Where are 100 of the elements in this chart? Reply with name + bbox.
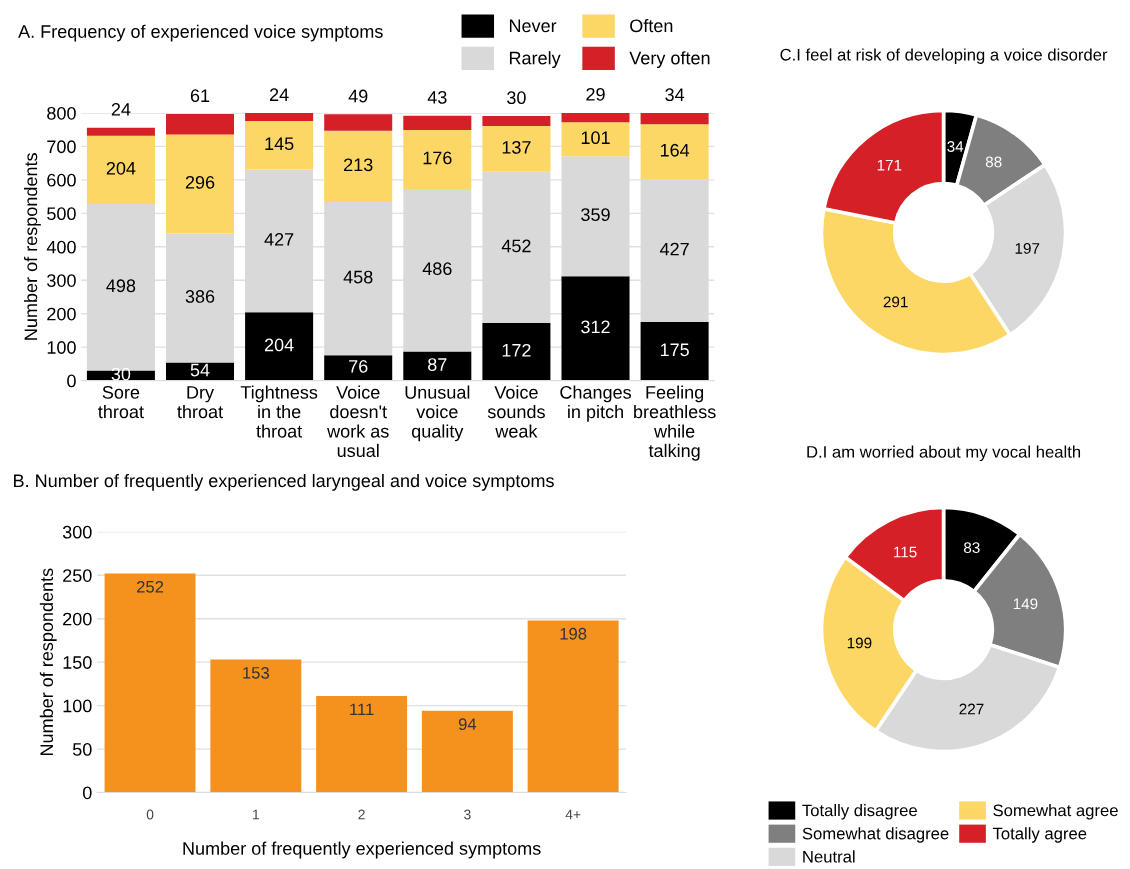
bar — [210, 659, 302, 793]
x-tick-label: Unusual voice quality — [405, 385, 470, 442]
data-label: 172 — [502, 343, 531, 357]
y-tick-label: 50 — [72, 743, 92, 756]
data-label: 164 — [660, 143, 690, 157]
x-tick-label: Sore throat — [98, 385, 144, 419]
data-label: 145 — [265, 137, 294, 151]
bar — [316, 696, 408, 793]
data-label: 427 — [659, 242, 689, 256]
bar — [403, 130, 472, 189]
bar — [640, 322, 709, 381]
data-label: 88 — [985, 156, 1002, 168]
data-label: 175 — [660, 343, 689, 357]
data-label: 486 — [422, 262, 452, 276]
y-tick-label: 300 — [62, 525, 92, 539]
y-tick-label: 100 — [47, 341, 76, 354]
bar — [482, 323, 551, 381]
data-label: 296 — [185, 175, 215, 189]
data-label: 204 — [264, 338, 294, 352]
bar — [86, 135, 155, 204]
legend-label: Rarely — [509, 51, 561, 69]
data-label: 386 — [185, 290, 215, 303]
data-label: 204 — [106, 161, 136, 175]
x-tick-label: 3 — [464, 809, 471, 820]
data-label: 115 — [894, 546, 917, 558]
data-label: 29 — [586, 87, 605, 101]
bar — [245, 112, 314, 121]
y-tick-label: 700 — [47, 140, 76, 154]
bar — [104, 573, 196, 793]
bar — [561, 276, 630, 381]
legend-label: Often — [630, 18, 673, 33]
data-label: 498 — [106, 279, 136, 293]
data-label: 312 — [581, 320, 610, 334]
chart-title: D.I am worried about my vocal health — [807, 445, 1081, 462]
bar — [166, 134, 235, 234]
x-tick-label: Voice sounds weak — [487, 385, 545, 438]
data-label: 87 — [428, 358, 447, 371]
bar — [324, 130, 393, 202]
legend-label: Somewhat agree — [993, 804, 1118, 820]
y-tick-label: 500 — [47, 207, 76, 221]
x-axis-title: Number of frequently experienced symptoms — [183, 841, 541, 859]
legend-label: Somewhat disagree — [802, 827, 949, 843]
data-label: 452 — [501, 239, 531, 253]
y-tick-label: 800 — [47, 106, 76, 120]
x-tick-label: 4+ — [565, 809, 581, 820]
legend-label: Very often — [629, 51, 710, 69]
bar — [86, 127, 155, 136]
y-tick-label: 250 — [63, 569, 92, 582]
bar — [421, 710, 513, 793]
x-tick-label: 0 — [146, 809, 154, 820]
x-tick-label: Changes in pitch — [560, 385, 631, 422]
x-tick-label: Voice doesn't work as usual — [327, 385, 389, 458]
legend-label: Totally disagree — [802, 804, 917, 820]
data-label: 458 — [343, 270, 373, 284]
data-label: 83 — [963, 542, 980, 554]
bar — [482, 126, 551, 172]
bar — [245, 121, 314, 170]
bar — [403, 115, 472, 131]
data-label: 137 — [502, 141, 531, 154]
bar — [640, 112, 709, 125]
bar — [640, 124, 709, 180]
bar — [324, 114, 393, 131]
x-tick-label: Tightness in the throat — [240, 385, 318, 438]
data-label: 49 — [348, 89, 368, 103]
y-axis-title: Number of respondents — [39, 568, 57, 756]
data-label: 213 — [344, 158, 373, 172]
data-label: 252 — [137, 580, 164, 593]
data-label: 227 — [959, 703, 984, 715]
data-label: 153 — [243, 666, 269, 679]
y-tick-label: 100 — [63, 699, 92, 713]
x-tick-label: Dry throat — [177, 386, 223, 419]
x-tick-label: Feeling breathless while talking — [634, 385, 716, 461]
data-label: 30 — [507, 91, 526, 105]
legend-label: Never — [509, 19, 557, 33]
legend-label: Neutral — [803, 850, 855, 863]
data-label: 198 — [560, 627, 587, 640]
y-tick-label: 200 — [47, 307, 76, 321]
y-tick-label: 200 — [63, 612, 92, 626]
bar — [561, 122, 630, 157]
data-label: 34 — [665, 88, 685, 102]
data-label: 111 — [350, 703, 374, 716]
bar — [561, 112, 630, 123]
data-label: 61 — [190, 89, 210, 103]
x-tick-label: 2 — [358, 809, 365, 820]
data-label: 291 — [883, 296, 908, 308]
y-tick-label: 150 — [63, 656, 92, 669]
legend-label: Totally agree — [992, 827, 1087, 843]
data-label: 24 — [111, 103, 131, 116]
data-label: 176 — [423, 151, 452, 165]
chart-title: A. Frequency of experienced voice symptoms — [18, 24, 383, 42]
chart-title: B. Number of frequently experienced laryngeal and voice symptoms — [14, 473, 554, 491]
y-tick-label: 600 — [47, 173, 76, 187]
data-label: 76 — [349, 359, 368, 373]
y-tick-label: 0 — [82, 786, 92, 800]
data-label: 171 — [877, 159, 902, 171]
data-label: 427 — [264, 233, 294, 246]
y-tick-label: 0 — [67, 374, 76, 388]
bar — [482, 115, 551, 127]
chart-title: C.I feel at risk of developing a voice disorder — [780, 48, 1108, 64]
bar — [245, 312, 314, 381]
